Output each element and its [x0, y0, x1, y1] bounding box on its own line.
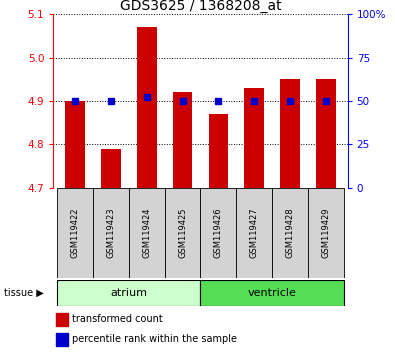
FancyBboxPatch shape — [201, 280, 344, 306]
Text: GSM119428: GSM119428 — [286, 207, 295, 258]
Bar — [280, 79, 300, 188]
Text: GSM119427: GSM119427 — [250, 207, 259, 258]
Bar — [56, 313, 68, 326]
FancyBboxPatch shape — [129, 188, 165, 278]
Text: GSM119422: GSM119422 — [70, 207, 79, 258]
Title: GDS3625 / 1368208_at: GDS3625 / 1368208_at — [120, 0, 281, 13]
Text: percentile rank within the sample: percentile rank within the sample — [72, 335, 237, 344]
FancyBboxPatch shape — [308, 188, 344, 278]
Bar — [65, 101, 85, 188]
Text: GSM119423: GSM119423 — [106, 207, 115, 258]
Bar — [137, 27, 156, 188]
Bar — [56, 333, 68, 346]
FancyBboxPatch shape — [93, 188, 129, 278]
Text: GSM119429: GSM119429 — [322, 207, 331, 258]
Bar — [316, 79, 336, 188]
FancyBboxPatch shape — [272, 188, 308, 278]
Text: transformed count: transformed count — [72, 314, 163, 325]
FancyBboxPatch shape — [57, 280, 201, 306]
Text: ventricle: ventricle — [248, 288, 297, 298]
FancyBboxPatch shape — [201, 188, 236, 278]
Bar — [173, 92, 192, 188]
Text: atrium: atrium — [110, 288, 147, 298]
Text: tissue ▶: tissue ▶ — [4, 288, 44, 298]
Text: GSM119425: GSM119425 — [178, 207, 187, 258]
Text: GSM119424: GSM119424 — [142, 207, 151, 258]
FancyBboxPatch shape — [165, 188, 201, 278]
Text: GSM119426: GSM119426 — [214, 207, 223, 258]
Bar — [209, 114, 228, 188]
FancyBboxPatch shape — [236, 188, 272, 278]
Bar — [101, 149, 120, 188]
FancyBboxPatch shape — [57, 188, 93, 278]
Bar — [245, 88, 264, 188]
